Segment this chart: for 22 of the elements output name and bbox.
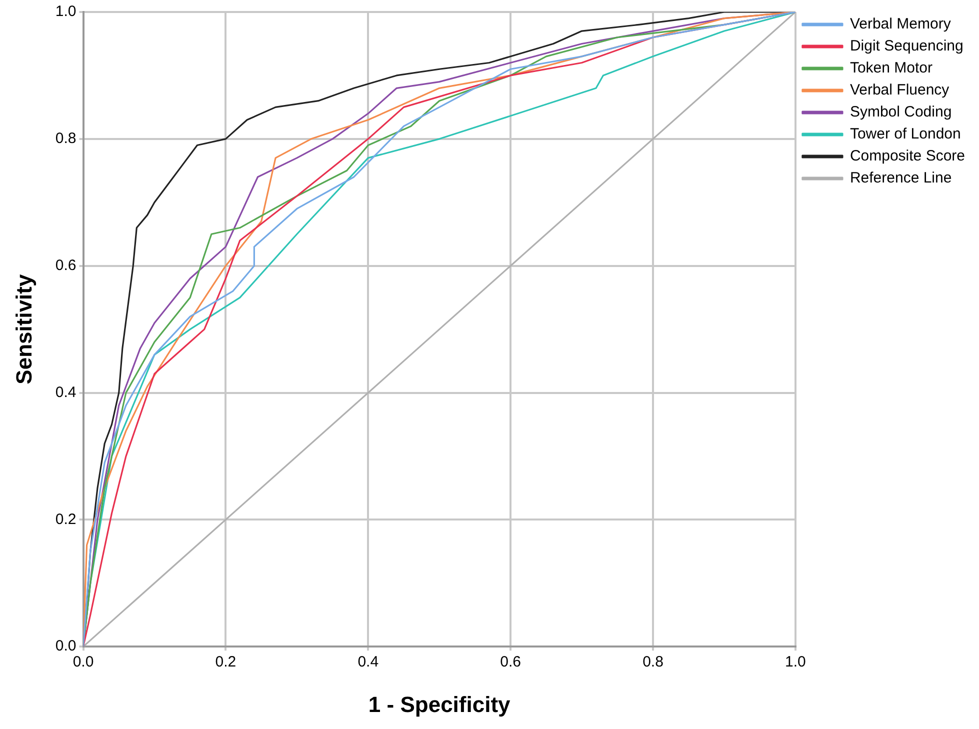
x-tick-label: 0.0	[72, 654, 94, 671]
legend-label: Verbal Fluency	[850, 82, 950, 99]
legend-label: Tower of London	[850, 126, 961, 143]
y-tick-label: 0.0	[55, 638, 76, 655]
legend-label: Composite Score	[850, 148, 966, 165]
y-axis-title: Sensitivity	[11, 274, 36, 384]
y-tick-label: 0.4	[55, 384, 76, 401]
x-axis-title: 1 - Specificity	[368, 692, 512, 717]
x-tick-label: 0.6	[500, 654, 521, 671]
legend-label: Symbol Coding	[850, 104, 952, 121]
legend-label: Reference Line	[850, 170, 952, 187]
y-tick-label: 1.0	[55, 3, 76, 20]
x-tick-label: 0.2	[215, 654, 236, 671]
legend-label: Digit Sequencing	[850, 38, 964, 55]
legend-label: Token Motor	[850, 60, 932, 77]
y-tick-label: 0.2	[55, 510, 76, 528]
x-tick-label: 0.4	[358, 654, 379, 671]
y-tick-label: 0.8	[55, 130, 76, 148]
legend-label: Verbal Memory	[850, 16, 952, 33]
x-tick-label: 1.0	[785, 654, 806, 671]
x-tick-label: 0.8	[642, 654, 664, 671]
y-tick-label: 0.6	[55, 256, 76, 274]
